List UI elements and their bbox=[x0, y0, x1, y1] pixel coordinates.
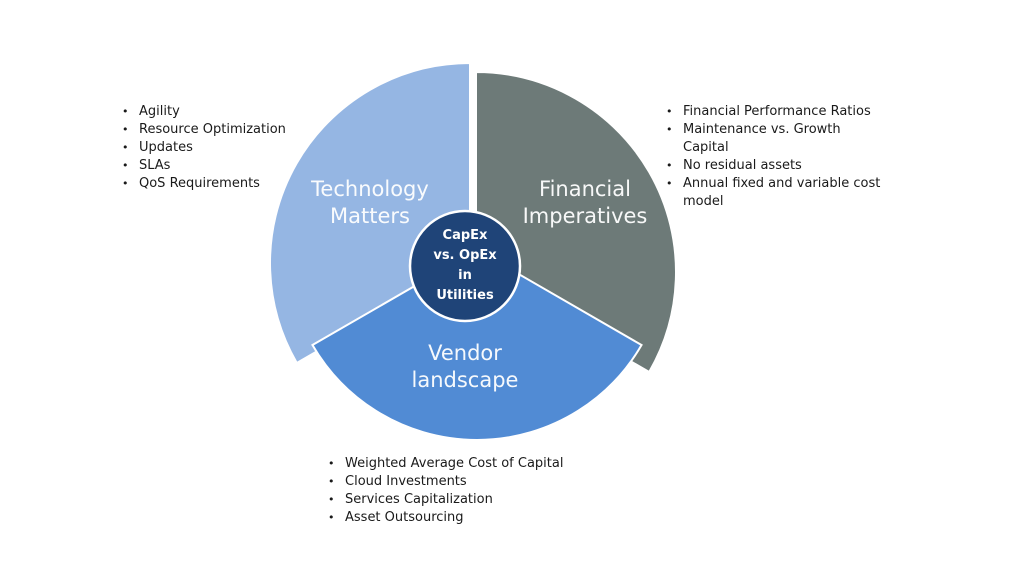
financial-bullets: Financial Performance Ratios Maintenance… bbox=[666, 103, 881, 211]
bullet-item: Maintenance vs. Growth Capital bbox=[666, 121, 881, 157]
bullet-item: Services Capitalization bbox=[328, 491, 628, 509]
bullet-item: Agility bbox=[122, 103, 322, 121]
financial-label: Financial Imperatives bbox=[510, 176, 660, 230]
center-line: CapEx bbox=[442, 228, 488, 243]
financial-label-line2: Imperatives bbox=[522, 204, 648, 228]
center-line: vs. OpEx bbox=[433, 248, 497, 263]
bullet-item: SLAs bbox=[122, 157, 322, 175]
center-label: CapEx vs. OpEx in Utilities bbox=[412, 213, 518, 319]
technology-label: Technology Matters bbox=[290, 176, 450, 230]
vendor-label-line2: landscape bbox=[411, 368, 519, 392]
bullet-item: Asset Outsourcing bbox=[328, 509, 628, 527]
center-circle bbox=[408, 209, 522, 323]
bullet-item: Cloud Investments bbox=[328, 473, 628, 491]
center-line: Utilities bbox=[436, 288, 494, 303]
segment-vendor bbox=[311, 248, 643, 441]
bullet-item: No residual assets bbox=[666, 157, 881, 175]
bullet-item: Weighted Average Cost of Capital bbox=[328, 455, 628, 473]
center-line: in bbox=[458, 268, 472, 283]
technology-bullets: Agility Resource Optimization Updates SL… bbox=[122, 103, 322, 193]
bullet-item: Annual fixed and variable cost model bbox=[666, 175, 881, 211]
technology-label-line2: Matters bbox=[330, 204, 410, 228]
technology-label-line1: Technology bbox=[311, 177, 429, 201]
financial-label-line1: Financial bbox=[539, 177, 631, 201]
vendor-label: Vendor landscape bbox=[395, 340, 535, 394]
vendor-bullets: Weighted Average Cost of Capital Cloud I… bbox=[328, 455, 628, 527]
bullet-item: QoS Requirements bbox=[122, 175, 322, 193]
vendor-label-line1: Vendor bbox=[428, 341, 502, 365]
bullet-item: Resource Optimization bbox=[122, 121, 322, 139]
bullet-item: Updates bbox=[122, 139, 322, 157]
bullet-item: Financial Performance Ratios bbox=[666, 103, 881, 121]
